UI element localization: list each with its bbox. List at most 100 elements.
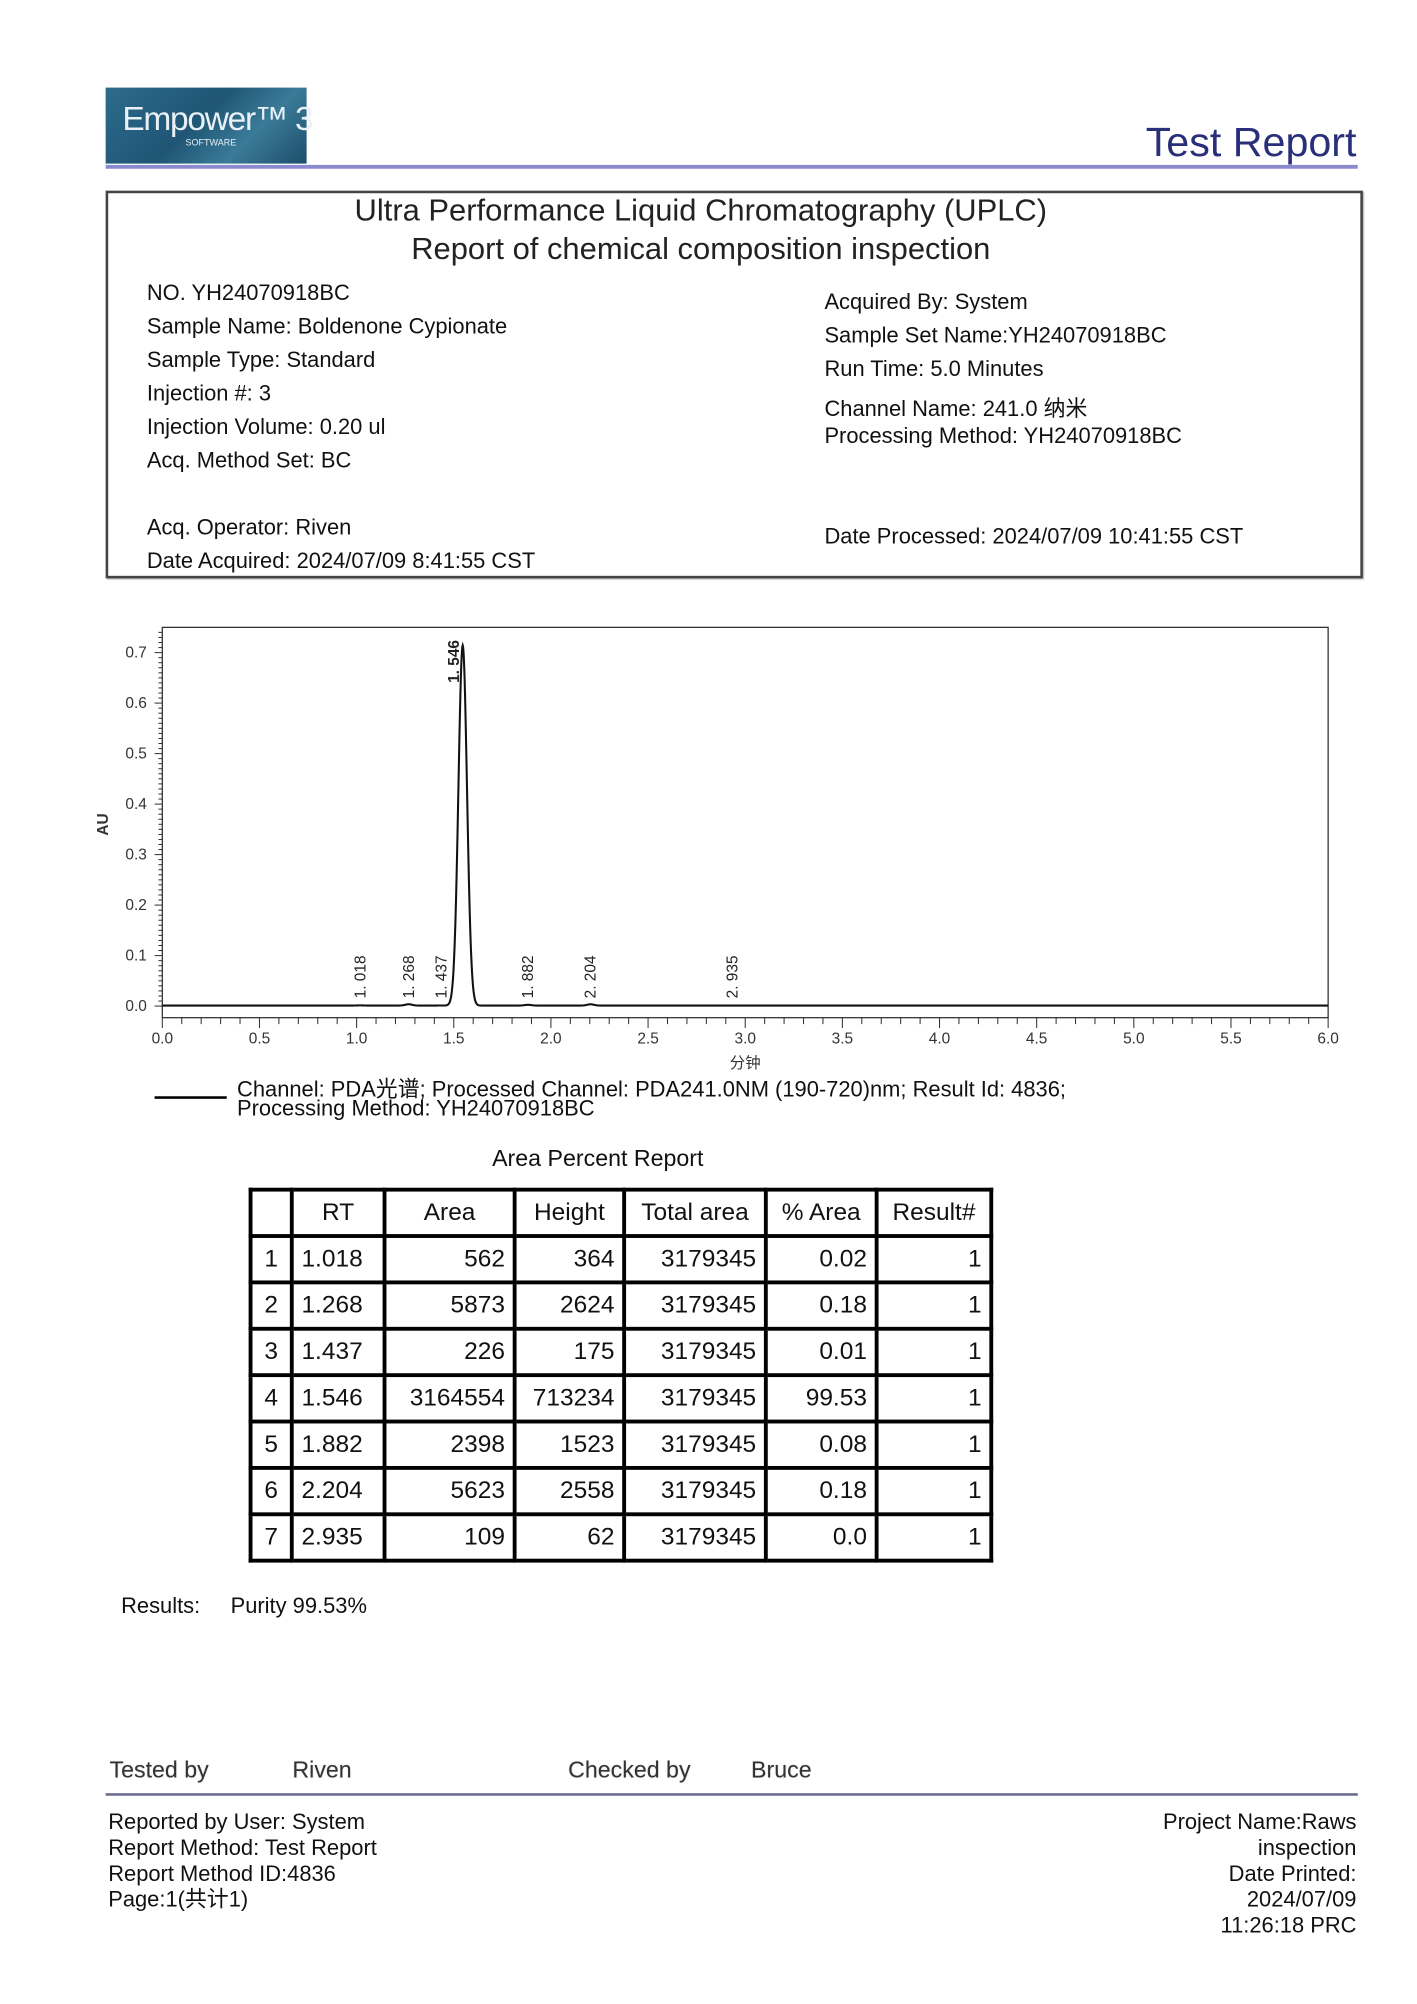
y-tick-label: 0.3 [125, 847, 146, 864]
table-cell: 1.546 [289, 1373, 387, 1424]
table-cell: 0.08 [763, 1419, 879, 1470]
column-header: % Area [763, 1187, 879, 1238]
table-cell: 713234 [512, 1373, 627, 1424]
table-row: 3 1.437 226 175 3179345 0.01 1 [248, 1326, 994, 1378]
y-tick-label: 0.5 [125, 746, 146, 763]
x-tick-label: 5.0 [1123, 1030, 1144, 1047]
table-cell: 1.018 [289, 1234, 387, 1285]
table-cell: 364 [512, 1234, 627, 1285]
x-tick-label: 6.0 [1317, 1030, 1338, 1047]
date-printed-label: Date Printed: [1228, 1861, 1357, 1886]
table-cell: 0.02 [763, 1234, 879, 1285]
peak-label: 1. 546 [446, 640, 463, 683]
table-cell: 99.53 [763, 1373, 879, 1424]
table-cell: 1 [874, 1512, 994, 1563]
acq-operator: Acq. Operator: Riven [146, 515, 352, 540]
header-divider [105, 164, 1358, 169]
x-tick-label: 3.5 [832, 1030, 853, 1047]
table-cell: 2.935 [289, 1512, 387, 1563]
table-row: 1 1.018 562 364 3179345 0.02 1 [248, 1234, 994, 1285]
acquired-by: Acquired By: System [824, 289, 1028, 315]
table-row: 4 1.546 3164554 713234 3179345 99.53 1 [248, 1373, 994, 1424]
x-tick-label: 2.5 [637, 1030, 658, 1047]
y-tick-label: 0.7 [125, 645, 146, 662]
results-label: Results: [121, 1593, 201, 1618]
page-number: Page:1(共计1) [108, 1887, 249, 1912]
table-cell: 3 [248, 1326, 294, 1378]
project-name: Project Name:Raws [1162, 1809, 1357, 1835]
y-tick-label: 0.6 [125, 695, 146, 712]
table-header-row: RT Area Height Total area% Area Result# [248, 1187, 994, 1238]
table-cell: 1 [874, 1326, 994, 1378]
column-header: Result# [874, 1187, 994, 1238]
column-header: RT [289, 1187, 387, 1238]
x-tick-label: 1.5 [443, 1030, 464, 1047]
acq-method-set: Acq. Method Set: BC [146, 448, 352, 473]
table-cell: 6 [248, 1465, 294, 1517]
peak-label: 2. 204 [583, 955, 600, 998]
table-cell: 3179345 [622, 1465, 768, 1517]
y-tick-label: 0.1 [125, 948, 146, 965]
date-processed: Date Processed: 2024/07/09 10:41:55 CST [824, 524, 1244, 549]
column-header: Total area [622, 1187, 768, 1238]
table-cell: 2558 [512, 1465, 627, 1517]
table-cell: 3179345 [622, 1512, 768, 1563]
table-cell: 1523 [512, 1419, 627, 1470]
table-cell: 226 [382, 1326, 517, 1378]
table-cell: 5 [248, 1419, 294, 1470]
report-method: Report Method: Test Report [108, 1835, 377, 1861]
x-tick-label: 0.5 [249, 1030, 270, 1047]
table-cell: 1 [874, 1419, 994, 1470]
checked-by-name: Bruce [751, 1757, 812, 1783]
footer-divider [105, 1793, 1358, 1796]
table-cell: 2.204 [289, 1465, 387, 1517]
table-cell: 2 [248, 1280, 294, 1331]
run-time: Run Time: 5.0 Minutes [824, 356, 1044, 382]
table-cell: 1.268 [289, 1280, 387, 1331]
sample-name: Sample Name: Boldenone Cypionate [146, 314, 508, 339]
chromatogram-chart: 0.0 0.1 0.2 0.3 0.4 0.5 0.6 0.7 0.0 0.5 1.0 1.5 2.0 2… [95, 626, 1339, 1072]
area-percent-table: RT Area Height Total area% Area Result# 1 1.01… [248, 1187, 994, 1563]
table-cell: 1 [874, 1280, 994, 1331]
table-cell: 0.0 [763, 1512, 879, 1563]
x-tick-label: 3.0 [734, 1030, 755, 1047]
column-header [248, 1187, 294, 1238]
empower-logo: Empower™ 3 SOFTWARE [105, 87, 314, 164]
table-cell: 62 [512, 1512, 627, 1563]
table-cell: 1 [874, 1465, 994, 1517]
table-cell: 5873 [382, 1280, 517, 1331]
y-tick-label: 0.2 [125, 897, 146, 914]
checked-by-label: Checked by [568, 1757, 691, 1783]
y-axis-label: AU [95, 813, 112, 835]
table-cell: 3179345 [622, 1373, 768, 1424]
peak-label: 1. 018 [352, 955, 369, 998]
table-cell: 1 [874, 1234, 994, 1285]
footer-left: Reported by User: System Report Method: … [108, 1810, 377, 1913]
x-tick-label: 1.0 [346, 1030, 367, 1047]
tested-by-label: Tested by [109, 1757, 209, 1783]
table-cell: 0.01 [763, 1326, 879, 1378]
table-cell: 3164554 [382, 1373, 517, 1424]
table-cell: 175 [512, 1326, 627, 1378]
report-method-id: Report Method ID:4836 [108, 1861, 336, 1886]
legend-line-swatch [154, 1096, 227, 1099]
injection-number: Injection #: 3 [146, 381, 272, 406]
table-cell: 5623 [382, 1465, 517, 1517]
table-row: 2 1.268 5873 2624 3179345 0.18 1 [248, 1280, 994, 1331]
x-tick-label: 2.0 [540, 1030, 561, 1047]
table-cell: 3179345 [622, 1234, 768, 1285]
sample-type: Sample Type: Standard [146, 347, 376, 373]
table-cell: 109 [382, 1512, 517, 1563]
sample-set-name: Sample Set Name:YH24070918BC [824, 323, 1167, 348]
table-cell: 2398 [382, 1419, 517, 1470]
date-printed-time: 11:26:18 PRC [1220, 1912, 1357, 1938]
date-printed-date: 2024/07/09 [1246, 1887, 1357, 1912]
x-tick-label: 0.0 [152, 1030, 173, 1047]
table-row: 5 1.882 2398 1523 3179345 0.08 1 [248, 1419, 994, 1470]
y-tick-label: 0.0 [125, 998, 146, 1015]
processing-method: Processing Method: YH24070918BC [824, 423, 1182, 449]
table-cell: 0.18 [763, 1465, 879, 1517]
plot-frame [161, 626, 1329, 1019]
legend-line2: Processing Method: YH24070918BC [237, 1096, 595, 1121]
